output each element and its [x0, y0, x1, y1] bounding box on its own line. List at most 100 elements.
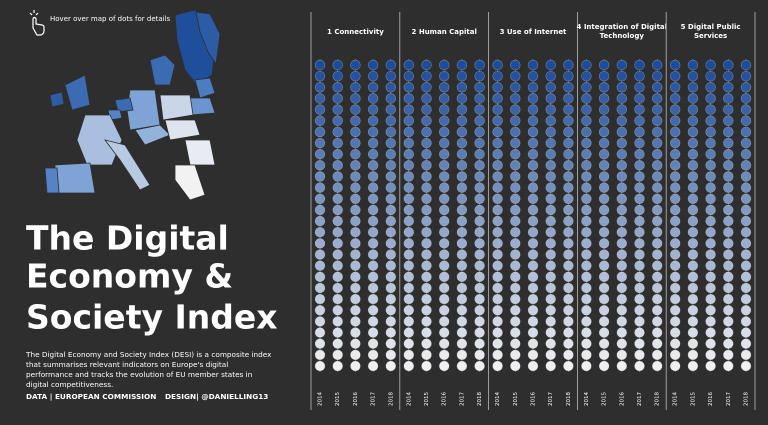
rank-dot[interactable] [687, 360, 699, 372]
rank-dot[interactable] [350, 137, 361, 149]
rank-dot[interactable] [332, 360, 343, 372]
rank-dot[interactable] [723, 82, 734, 93]
rank-dot[interactable] [634, 93, 645, 104]
rank-dot[interactable] [651, 305, 663, 316]
rank-dot[interactable] [598, 137, 610, 149]
rank-dot[interactable] [421, 126, 432, 138]
rank-dot[interactable] [367, 193, 379, 204]
rank-dot[interactable] [651, 193, 663, 204]
rank-dot[interactable] [474, 260, 485, 271]
rank-dot[interactable] [492, 293, 503, 305]
rank-dot[interactable] [723, 126, 734, 138]
rank-dot[interactable] [332, 271, 343, 283]
rank-dot[interactable] [492, 349, 503, 361]
rank-dot[interactable] [385, 82, 396, 93]
rank-dot[interactable] [474, 316, 485, 327]
rank-dot[interactable] [669, 215, 681, 227]
rank-dot[interactable] [456, 104, 468, 115]
rank-dot[interactable] [314, 349, 326, 361]
rank-dot[interactable] [563, 338, 574, 349]
rank-dot[interactable] [616, 227, 627, 238]
rank-dot[interactable] [314, 238, 326, 249]
rank-dot[interactable] [332, 282, 343, 294]
rank-dot[interactable] [598, 293, 610, 305]
rank-dot[interactable] [474, 93, 485, 104]
rank-dot[interactable] [616, 160, 627, 171]
rank-dot[interactable] [581, 215, 592, 227]
rank-dot[interactable] [492, 137, 503, 149]
rank-dot[interactable] [350, 182, 361, 193]
rank-dot[interactable] [367, 148, 379, 160]
rank-dot[interactable] [651, 137, 663, 149]
rank-dot[interactable] [367, 227, 379, 238]
rank-dot[interactable] [474, 82, 485, 93]
rank-dot[interactable] [314, 171, 326, 182]
rank-dot[interactable] [651, 293, 663, 305]
rank-dot[interactable] [403, 293, 414, 305]
rank-dot[interactable] [474, 360, 485, 372]
rank-dot[interactable] [723, 215, 734, 227]
rank-dot[interactable] [403, 182, 414, 193]
rank-dot[interactable] [527, 182, 539, 193]
rank-dot[interactable] [740, 171, 752, 182]
rank-dot[interactable] [350, 260, 361, 271]
rank-dot[interactable] [314, 260, 326, 271]
rank-dot[interactable] [385, 137, 396, 149]
rank-dot[interactable] [687, 249, 699, 260]
rank-dot[interactable] [456, 137, 468, 149]
rank-dot[interactable] [740, 193, 752, 204]
rank-dot[interactable] [403, 316, 414, 327]
rank-dot[interactable] [403, 360, 414, 372]
rank-dot[interactable] [687, 115, 699, 126]
rank-dot[interactable] [634, 271, 645, 283]
rank-dot[interactable] [687, 227, 699, 238]
rank-dot[interactable] [598, 215, 610, 227]
rank-dot[interactable] [634, 137, 645, 149]
rank-dot[interactable] [314, 82, 326, 93]
rank-dot[interactable] [314, 182, 326, 193]
rank-dot[interactable] [740, 338, 752, 349]
rank-dot[interactable] [403, 282, 414, 294]
rank-dot[interactable] [385, 204, 396, 216]
rank-dot[interactable] [545, 227, 556, 238]
rank-dot[interactable] [385, 249, 396, 260]
rank-dot[interactable] [705, 238, 716, 249]
rank-dot[interactable] [492, 338, 503, 349]
rank-dot[interactable] [367, 305, 379, 316]
rank-dot[interactable] [492, 104, 503, 115]
rank-dot[interactable] [350, 227, 361, 238]
rank-dot[interactable] [740, 227, 752, 238]
rank-dot[interactable] [421, 204, 432, 216]
rank-dot[interactable] [350, 93, 361, 104]
rank-dot[interactable] [350, 282, 361, 294]
rank-dot[interactable] [510, 204, 521, 216]
rank-dot[interactable] [687, 148, 699, 160]
rank-dot[interactable] [385, 360, 396, 372]
rank-dot[interactable] [492, 360, 503, 372]
rank-dot[interactable] [581, 137, 592, 149]
rank-dot[interactable] [474, 327, 485, 338]
rank-dot[interactable] [598, 349, 610, 361]
rank-dot[interactable] [687, 171, 699, 182]
rank-dot[interactable] [687, 338, 699, 349]
rank-dot[interactable] [705, 282, 716, 294]
rank-dot[interactable] [705, 215, 716, 227]
rank-dot[interactable] [651, 360, 663, 372]
rank-dot[interactable] [616, 204, 627, 216]
rank-dot[interactable] [456, 227, 468, 238]
rank-dot[interactable] [474, 227, 485, 238]
rank-dot[interactable] [403, 327, 414, 338]
rank-dot[interactable] [705, 249, 716, 260]
rank-dot[interactable] [581, 249, 592, 260]
rank-dot[interactable] [740, 70, 752, 82]
rank-dot[interactable] [634, 249, 645, 260]
rank-dot[interactable] [367, 316, 379, 327]
rank-dot[interactable] [439, 59, 450, 71]
rank-dot[interactable] [456, 327, 468, 338]
rank-dot[interactable] [332, 137, 343, 149]
rank-dot[interactable] [439, 215, 450, 227]
rank-dot[interactable] [669, 227, 681, 238]
rank-dot[interactable] [545, 349, 556, 361]
rank-dot[interactable] [332, 171, 343, 182]
rank-dot[interactable] [545, 70, 556, 82]
